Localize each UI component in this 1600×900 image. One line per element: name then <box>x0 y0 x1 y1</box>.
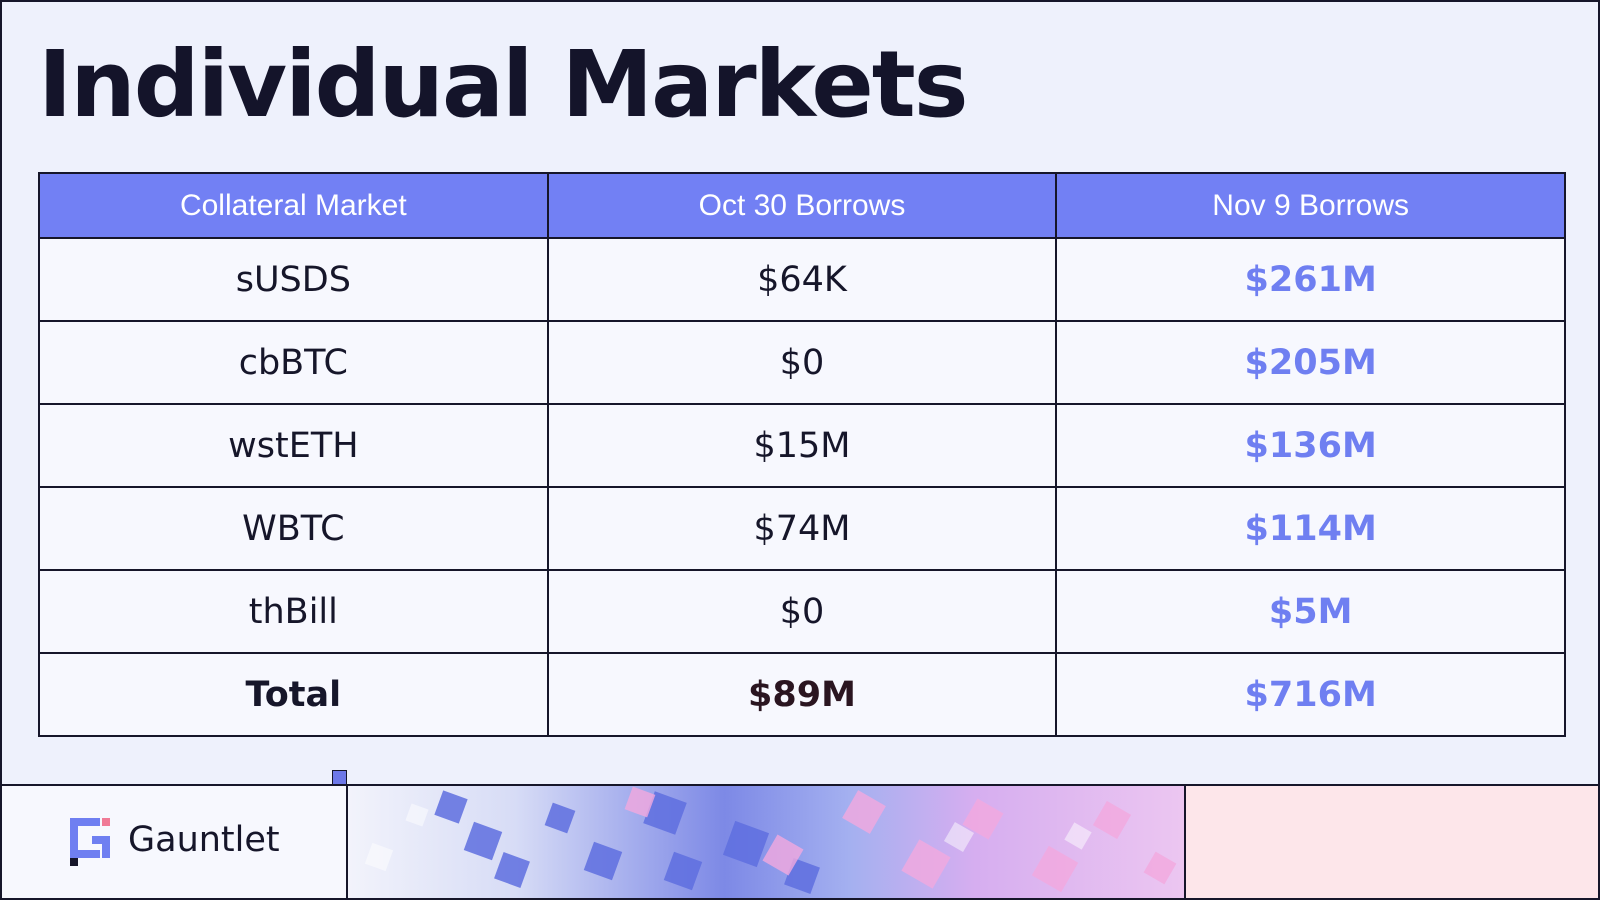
decorative-pixel-art <box>348 786 1186 898</box>
oct30-cell: $0 <box>546 320 1058 405</box>
decorative-blue-square <box>332 770 347 785</box>
brand-logo-area: Gauntlet <box>2 786 348 898</box>
oct30-cell: $74M <box>546 486 1058 571</box>
oct30-cell: $15M <box>546 403 1058 488</box>
header-nov9-borrows: Nov 9 Borrows <box>1055 172 1566 239</box>
nov9-cell: $114M <box>1055 486 1566 571</box>
table-header-row: Collateral Market Oct 30 Borrows Nov 9 B… <box>38 172 1566 239</box>
brand-name: Gauntlet <box>128 820 280 860</box>
market-cell: thBill <box>38 569 549 654</box>
nov9-cell: $205M <box>1055 320 1566 405</box>
market-cell: sUSDS <box>38 237 549 322</box>
total-label-cell: Total <box>38 652 549 737</box>
total-nov9-cell: $716M <box>1055 652 1566 737</box>
market-cell: wstETH <box>38 403 549 488</box>
decorative-pink-panel <box>1186 786 1598 898</box>
nov9-cell: $5M <box>1055 569 1566 654</box>
header-oct30-borrows: Oct 30 Borrows <box>546 172 1058 239</box>
market-cell: WBTC <box>38 486 549 571</box>
page-title: Individual Markets <box>38 31 968 138</box>
table-total-row: Total $89M $716M <box>38 652 1566 737</box>
table-row: sUSDS $64K $261M <box>38 237 1566 322</box>
oct30-cell: $0 <box>546 569 1058 654</box>
table-row: cbBTC $0 $205M <box>38 320 1566 405</box>
table-row: thBill $0 $5M <box>38 569 1566 654</box>
total-oct30-cell: $89M <box>546 652 1058 737</box>
borrows-table: Collateral Market Oct 30 Borrows Nov 9 B… <box>38 172 1566 737</box>
nov9-cell: $261M <box>1055 237 1566 322</box>
table-row: WBTC $74M $114M <box>38 486 1566 571</box>
market-cell: cbBTC <box>38 320 549 405</box>
table-row: wstETH $15M $136M <box>38 403 1566 488</box>
header-collateral-market: Collateral Market <box>38 172 549 239</box>
oct30-cell: $64K <box>546 237 1058 322</box>
footer: Gauntlet <box>2 784 1598 898</box>
gauntlet-logo-icon <box>70 818 110 866</box>
nov9-cell: $136M <box>1055 403 1566 488</box>
